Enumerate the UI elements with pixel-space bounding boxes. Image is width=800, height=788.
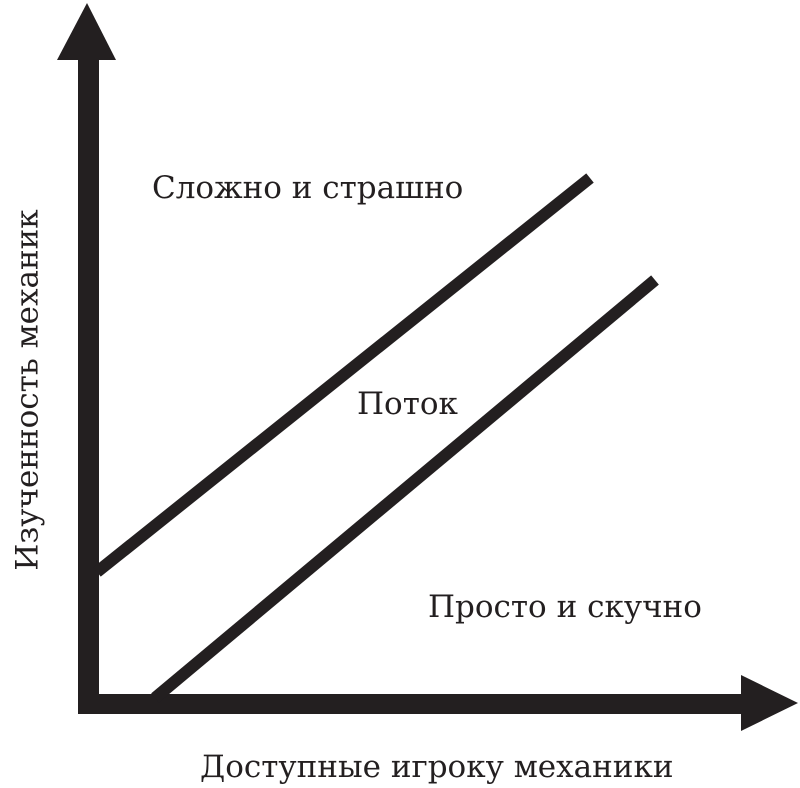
region-label-upper: Сложно и страшно xyxy=(152,170,464,206)
lower-boundary-line xyxy=(151,275,659,703)
x-axis-shaft xyxy=(78,694,743,714)
region-label-lower: Просто и скучно xyxy=(428,589,702,625)
y-axis-label: Изученность механик xyxy=(9,209,46,571)
y-axis-arrowhead xyxy=(57,3,116,60)
region-label-middle: Поток xyxy=(357,386,458,422)
upper-boundary-line xyxy=(93,173,594,577)
x-axis-arrowhead xyxy=(741,675,798,731)
y-axis-shaft xyxy=(78,58,99,714)
x-axis-label: Доступные игроку механики xyxy=(200,749,674,785)
